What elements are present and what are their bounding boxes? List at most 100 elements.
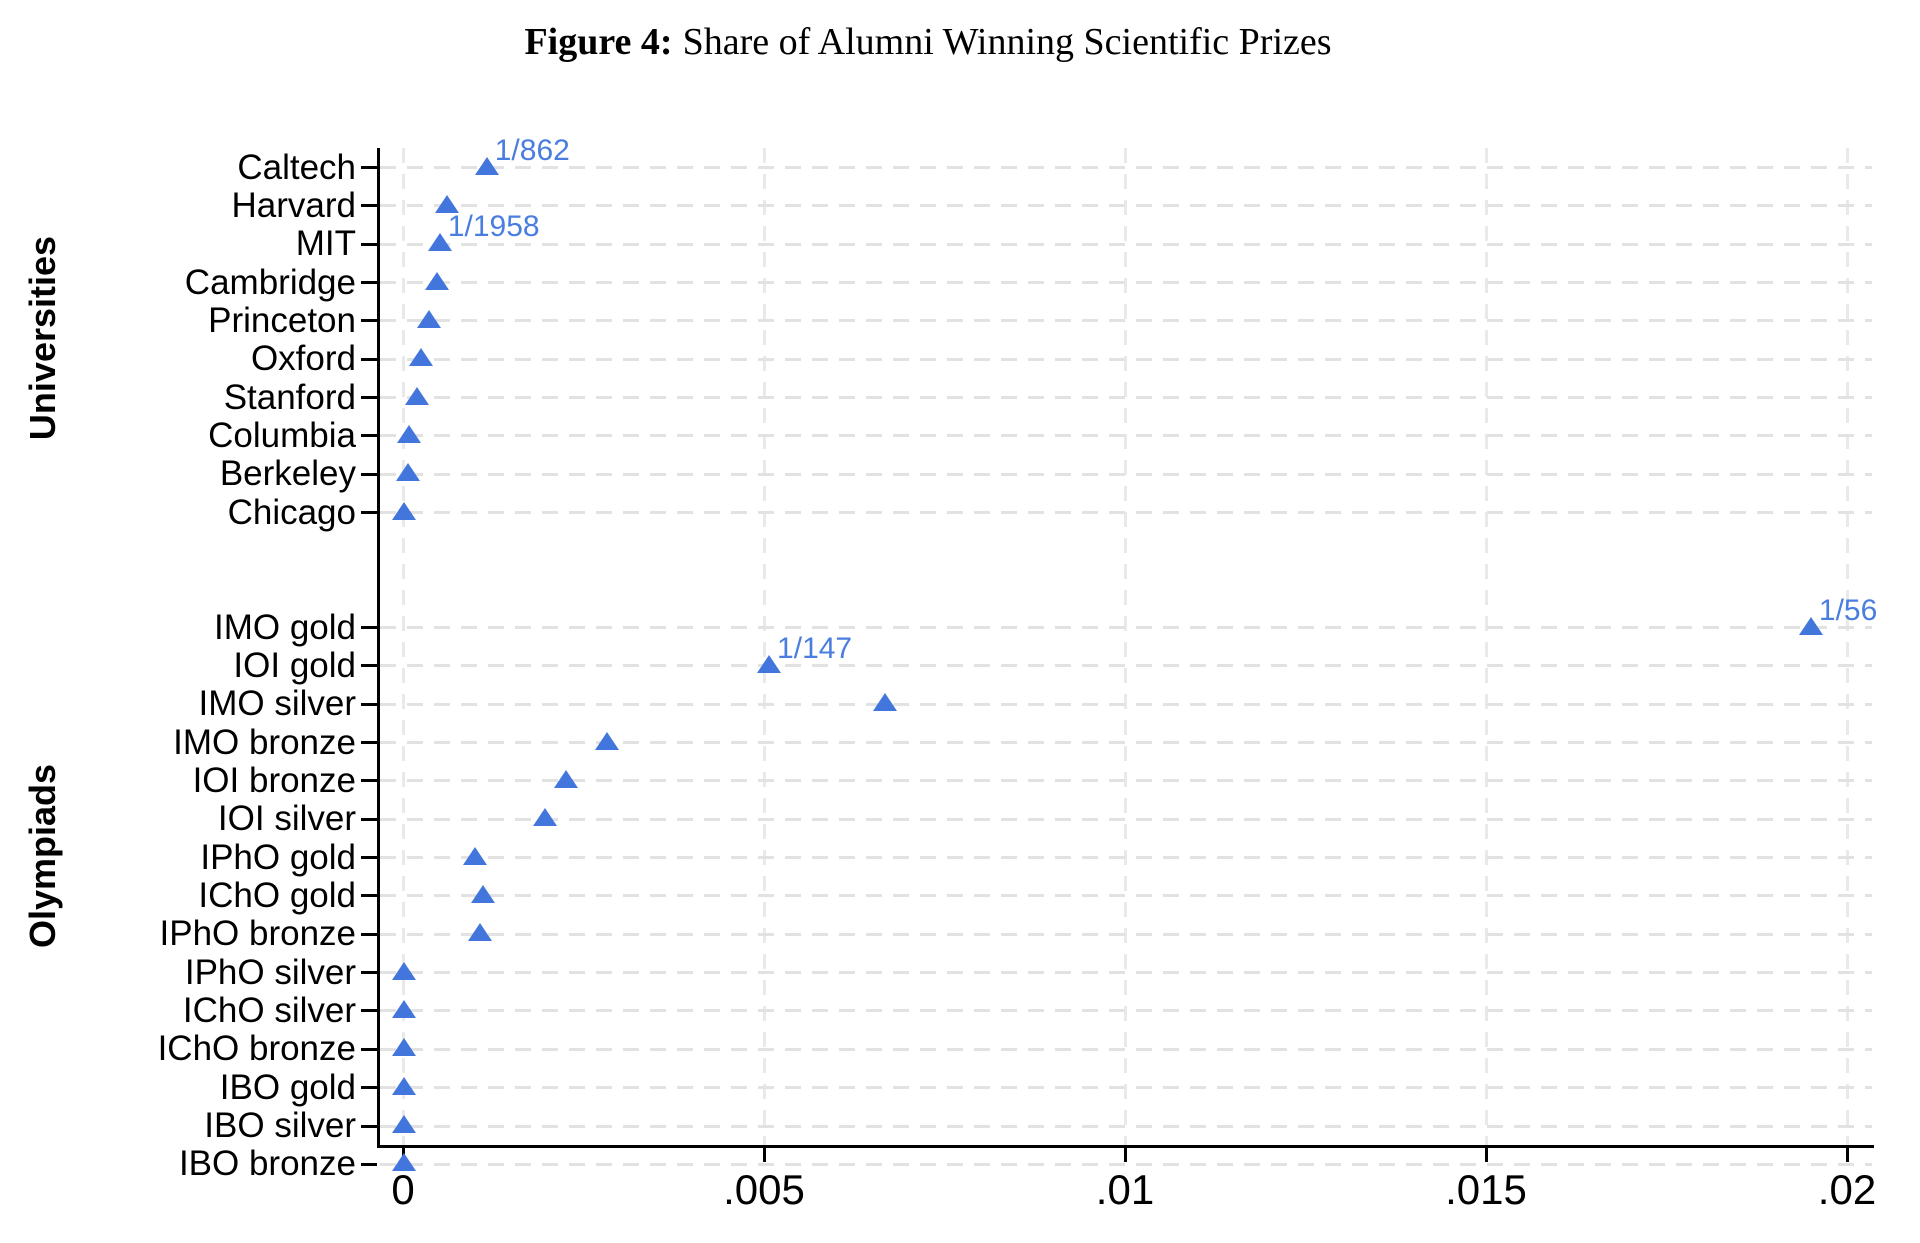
triangle-marker bbox=[416, 309, 441, 328]
category-tick bbox=[361, 166, 377, 169]
category-tick bbox=[361, 204, 377, 208]
triangle-marker bbox=[396, 424, 421, 443]
category-tick bbox=[361, 971, 377, 975]
category-gridline bbox=[380, 511, 1872, 515]
triangle-marker bbox=[392, 1038, 417, 1057]
category-label: Columbia bbox=[208, 415, 356, 455]
category-label: IPhO gold bbox=[200, 837, 356, 877]
triangle-marker bbox=[554, 769, 579, 788]
category-label: IMO silver bbox=[198, 684, 357, 724]
x-axis-spine bbox=[377, 1145, 1874, 1148]
category-gridline bbox=[380, 281, 1872, 285]
triangle-marker bbox=[873, 693, 898, 712]
category-label: IChO gold bbox=[198, 875, 356, 915]
x-gridline bbox=[1845, 148, 1849, 1145]
x-tick-label: 0 bbox=[391, 1166, 415, 1213]
category-label: IMO bronze bbox=[173, 722, 356, 762]
category-gridline bbox=[380, 1086, 1872, 1090]
x-gridline bbox=[1123, 148, 1127, 1145]
category-tick bbox=[361, 817, 377, 821]
category-tick bbox=[361, 702, 377, 706]
triangle-marker bbox=[757, 654, 782, 673]
category-tick bbox=[361, 472, 377, 476]
category-label: MIT bbox=[295, 224, 356, 264]
category-gridline bbox=[380, 856, 1872, 860]
x-tick-label: .02 bbox=[1817, 1166, 1877, 1213]
x-tick-label: .01 bbox=[1095, 1166, 1155, 1213]
triangle-marker bbox=[392, 961, 417, 980]
triangle-marker bbox=[396, 463, 421, 482]
category-tick bbox=[361, 1009, 377, 1013]
category-gridline bbox=[380, 779, 1872, 783]
triangle-marker bbox=[435, 194, 460, 213]
category-label: IOI bronze bbox=[192, 760, 356, 800]
figure-title: Figure 4: Share of Alumni Winning Scienti… bbox=[0, 20, 1856, 64]
category-label: IChO silver bbox=[182, 990, 356, 1030]
x-axis-tick bbox=[762, 1145, 766, 1162]
y-axis-spine bbox=[377, 148, 380, 1148]
x-gridline bbox=[762, 148, 766, 1145]
triangle-marker bbox=[409, 348, 434, 367]
category-label: IPhO bronze bbox=[159, 914, 357, 954]
category-tick bbox=[361, 894, 377, 898]
x-gridline bbox=[401, 148, 405, 1145]
category-gridline bbox=[380, 702, 1872, 706]
x-gridline bbox=[1484, 148, 1488, 1145]
figure-number: Figure 4: bbox=[524, 21, 673, 63]
category-tick bbox=[361, 626, 377, 630]
category-gridline bbox=[380, 396, 1872, 400]
category-gridline bbox=[380, 1124, 1872, 1128]
category-label: IBO bronze bbox=[178, 1144, 356, 1184]
category-label: IBO silver bbox=[204, 1106, 356, 1145]
category-label: Oxford bbox=[250, 339, 356, 379]
category-tick bbox=[361, 856, 377, 860]
triangle-marker bbox=[463, 846, 488, 865]
category-gridline bbox=[380, 242, 1872, 246]
category-label: IMO gold bbox=[214, 607, 356, 647]
category-label: IBO gold bbox=[219, 1067, 356, 1107]
data-annotation: 1/862 bbox=[494, 133, 570, 167]
category-gridline bbox=[380, 166, 1872, 169]
category-label: IChO bronze bbox=[157, 1029, 356, 1069]
category-tick bbox=[361, 396, 377, 400]
triangle-marker bbox=[474, 156, 499, 175]
triangle-marker bbox=[1798, 616, 1823, 635]
triangle-marker bbox=[427, 233, 452, 252]
category-gridline bbox=[380, 1047, 1872, 1051]
triangle-marker bbox=[392, 501, 417, 520]
category-gridline bbox=[380, 1162, 1872, 1166]
triangle-marker bbox=[404, 386, 429, 405]
category-gridline bbox=[380, 1009, 1872, 1013]
category-tick bbox=[361, 1047, 377, 1051]
category-tick bbox=[361, 1086, 377, 1090]
triangle-marker bbox=[471, 884, 496, 903]
triangle-marker bbox=[392, 999, 417, 1018]
category-label: Cambridge bbox=[184, 262, 356, 302]
data-annotation: 1/147 bbox=[777, 631, 853, 665]
category-gridline bbox=[380, 626, 1872, 630]
category-label: Princeton bbox=[208, 300, 356, 340]
data-annotation: 1/56 bbox=[1818, 593, 1878, 627]
category-gridline bbox=[380, 894, 1872, 898]
x-tick-label: .015 bbox=[1445, 1166, 1527, 1213]
triangle-marker bbox=[468, 923, 493, 942]
category-label: Chicago bbox=[227, 492, 356, 532]
category-tick bbox=[361, 1124, 377, 1128]
triangle-marker bbox=[392, 1153, 417, 1172]
category-gridline bbox=[380, 664, 1872, 668]
category-tick bbox=[361, 242, 377, 246]
category-tick bbox=[361, 511, 377, 515]
figure-title-text: Share of Alumni Winning Scientific Prize… bbox=[682, 21, 1332, 63]
category-label: Stanford bbox=[223, 377, 356, 417]
triangle-marker bbox=[595, 731, 620, 750]
category-gridline bbox=[380, 472, 1872, 476]
data-annotation: 1/1958 bbox=[447, 210, 540, 244]
x-tick-label: .005 bbox=[723, 1166, 805, 1213]
category-label: Berkeley bbox=[219, 454, 356, 494]
x-axis-tick bbox=[1123, 1145, 1127, 1162]
category-gridline bbox=[380, 319, 1872, 323]
triangle-marker bbox=[392, 1115, 417, 1133]
category-label: IOI gold bbox=[233, 645, 356, 685]
category-tick bbox=[361, 319, 377, 323]
